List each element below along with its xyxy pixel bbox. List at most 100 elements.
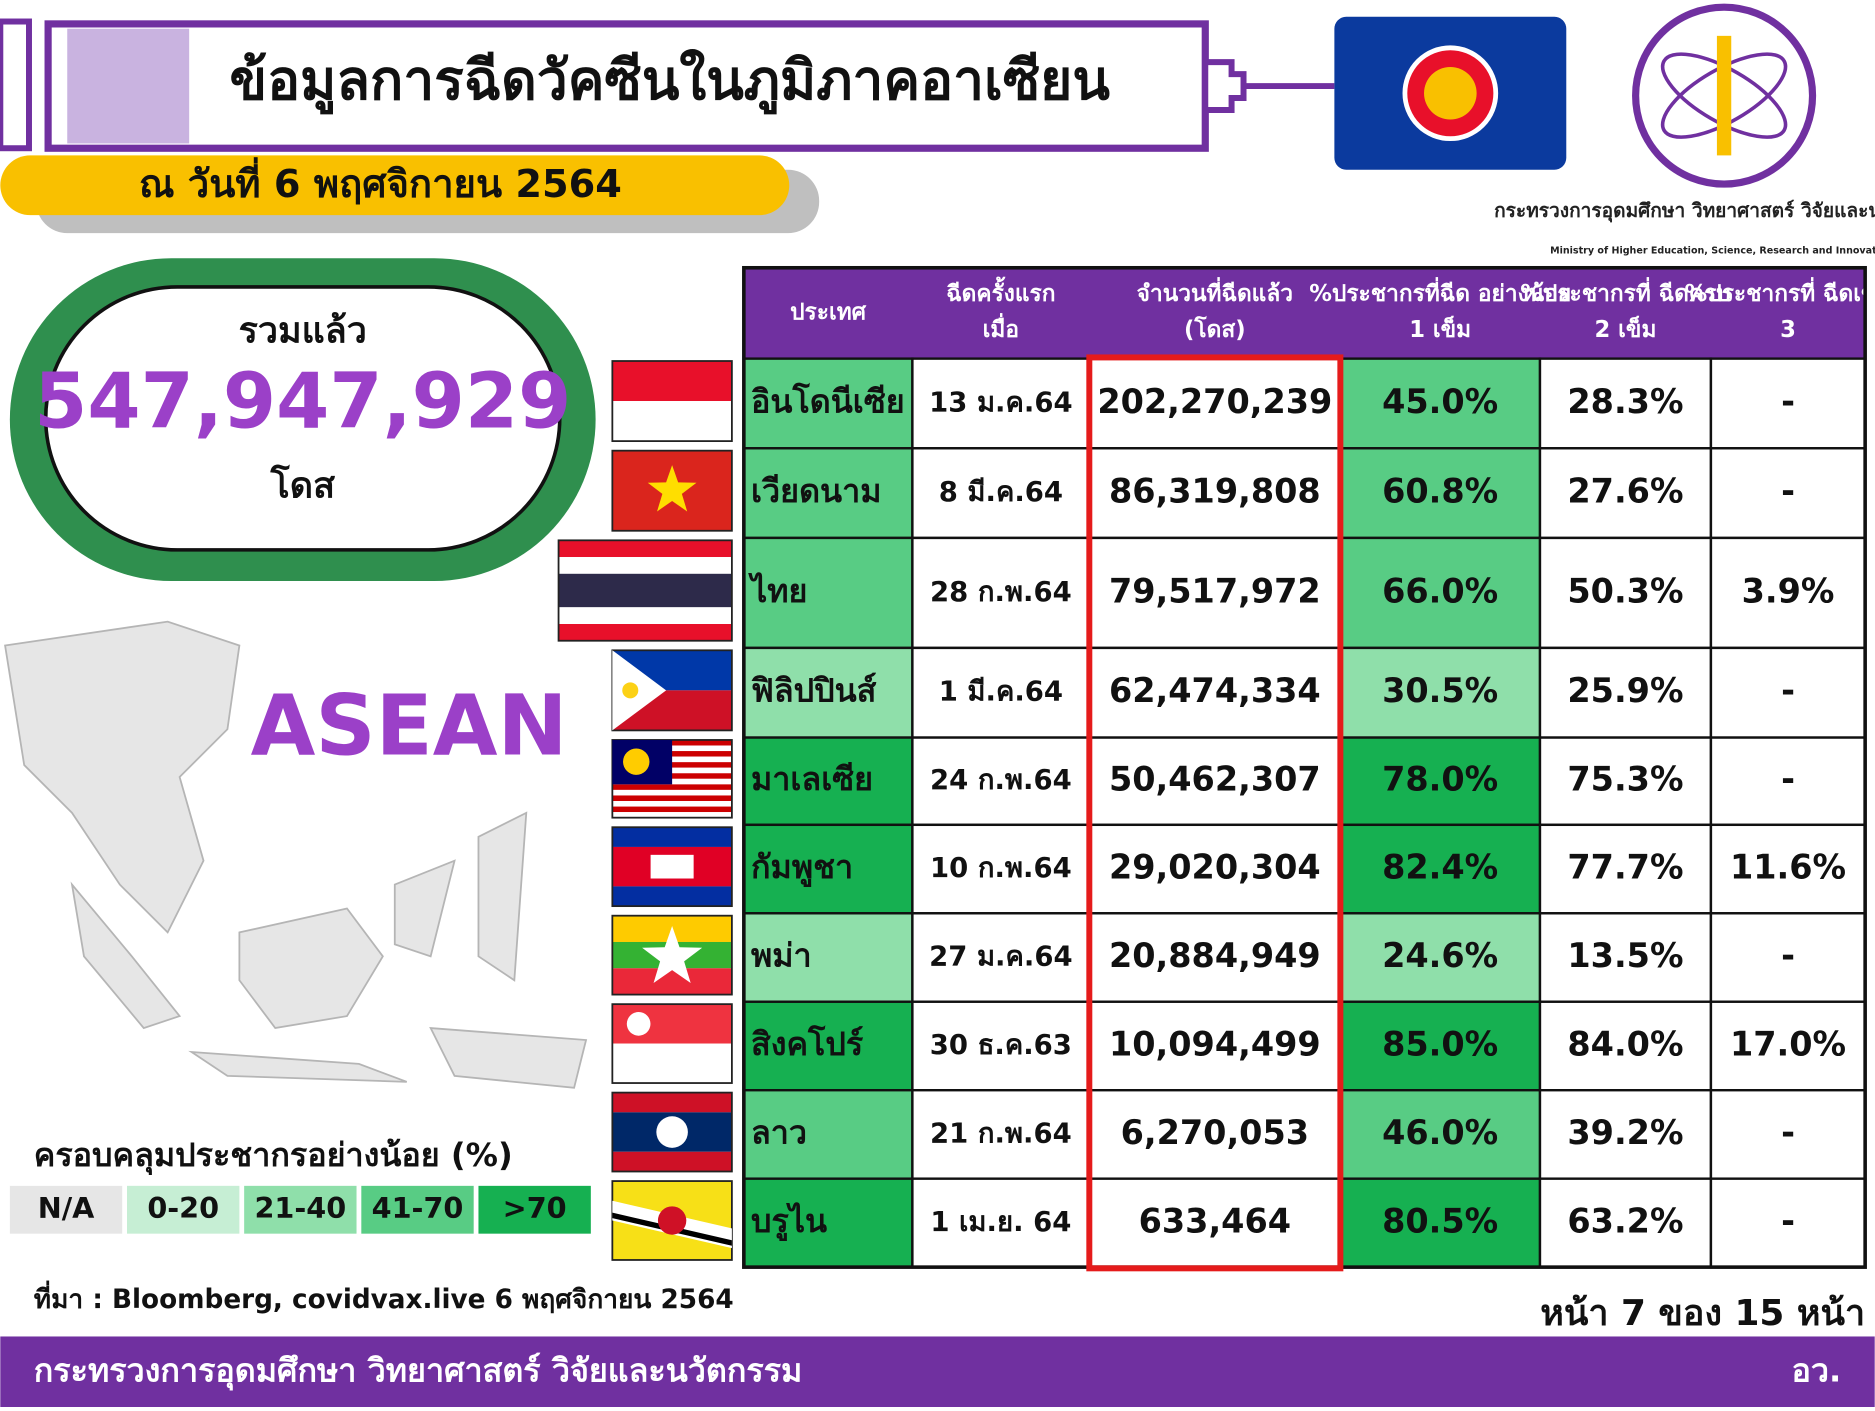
legend: N/A 0-20 21-40 41-70 >70 [9, 1185, 591, 1234]
cell-bg [1339, 447, 1542, 540]
flag-star [647, 465, 697, 512]
cell-bg [1339, 736, 1542, 827]
cell: 63.2% [1567, 1201, 1683, 1240]
cell: 28.3% [1567, 382, 1683, 421]
legend-swatch [244, 1185, 357, 1234]
total-value: 547,947,929 [34, 357, 571, 446]
flag-stripe [612, 968, 732, 995]
flag-star [642, 925, 703, 984]
footer-ministry: กระทรวงการอุดมศึกษา วิทยาศาสตร์ วิจัยและ… [34, 1351, 803, 1391]
flag-temple [650, 854, 694, 879]
map-label: ASEAN [251, 677, 568, 775]
cell: 62,474,334 [1109, 671, 1321, 710]
cell: 29,020,304 [1109, 848, 1321, 887]
cell: 50.3% [1567, 571, 1683, 610]
legend-swatch [478, 1185, 591, 1234]
country: บรูไน [751, 1202, 827, 1242]
cell: - [1781, 671, 1795, 710]
flag-border [611, 1003, 733, 1084]
flag-stripe [612, 827, 732, 847]
legend-label: >70 [503, 1191, 567, 1225]
cell-bg [911, 646, 1091, 739]
legend-swatch [9, 1185, 123, 1234]
asean-emblem-core [1424, 66, 1477, 120]
country: ไทย [748, 572, 807, 610]
cell-bg [1339, 823, 1542, 915]
legend-title: ครอบคลุมประชากรอย่างน้อย (%) [34, 1136, 513, 1176]
highlight [1086, 354, 1344, 1272]
flag-border [611, 826, 733, 908]
cell: 30 ธ.ค.63 [930, 1029, 1072, 1061]
cell: 30.5% [1382, 671, 1498, 710]
flag-border [611, 360, 733, 443]
map [4, 620, 588, 1089]
cell: 39.2% [1567, 1113, 1683, 1152]
cell: - [1781, 472, 1795, 511]
cell-bg [911, 536, 1091, 650]
cell-bg [1709, 1089, 1867, 1180]
syringe-fill [67, 28, 190, 144]
cell: 10,094,499 [1109, 1024, 1321, 1063]
cell-bg [1088, 536, 1342, 650]
flag-triangle [612, 650, 667, 731]
cell-bg [742, 536, 914, 650]
flag-stripe [612, 1043, 732, 1084]
footer-dept: อว. [1791, 1351, 1841, 1389]
legend-label: 0-20 [147, 1191, 219, 1225]
cell-bg [742, 646, 914, 739]
cell: 13.5% [1567, 936, 1683, 975]
cell-bg [1339, 1177, 1542, 1269]
legend-label: 21-40 [254, 1191, 346, 1225]
cell: 50,462,307 [1109, 760, 1321, 799]
flag-stripe [612, 1092, 732, 1113]
cell: 10 ก.พ.64 [930, 852, 1072, 884]
cell: 77.7% [1567, 848, 1683, 887]
cell: 27 ม.ค.64 [929, 941, 1072, 973]
total-unit: โดส [270, 464, 336, 507]
flag-sun [622, 682, 639, 699]
cell: 79,517,972 [1109, 571, 1321, 610]
flag-stripe [612, 401, 732, 442]
flag-stripe [558, 573, 732, 608]
flag-moon [626, 1012, 651, 1036]
cell: 1 มี.ค.64 [939, 676, 1063, 708]
cell: 3.9% [1742, 571, 1835, 610]
logo-orbit [1660, 52, 1788, 139]
ministry-en: Ministry of Higher Education, Science, R… [1550, 246, 1875, 257]
cell-bg [1088, 1089, 1342, 1180]
country: มาเลเซีย [751, 760, 873, 798]
table: ประเทศ ฉีดครั้งแรกเมื่อ จำนวนที่ฉีดแล้ว(โด… [742, 265, 1875, 1272]
flag-stripe [558, 557, 732, 574]
total-box [43, 285, 562, 552]
footer-bar [0, 1336, 1875, 1407]
cell: 75.3% [1567, 760, 1683, 799]
cell-bg [1538, 646, 1713, 739]
flag-stripe [612, 789, 732, 796]
cell: 24 ก.พ.64 [930, 764, 1072, 796]
cell: 11.6% [1730, 848, 1846, 887]
page-number: หน้า 7 ของ 15 หน้า [1540, 1293, 1865, 1334]
cell-bg [742, 823, 914, 915]
cell: 21 ก.พ.64 [930, 1117, 1072, 1149]
flag-border [611, 1091, 733, 1173]
flag-stripe [612, 812, 732, 818]
column-header: จำนวนที่ฉีดแล้ว(โดส) [1137, 277, 1293, 343]
cell-bg [742, 1089, 914, 1180]
cell: 202,270,239 [1097, 382, 1332, 421]
cell-bg [1709, 1177, 1867, 1269]
cell: 66.0% [1382, 571, 1498, 610]
flag-stripe [612, 801, 732, 807]
cell: - [1781, 760, 1795, 799]
cell-bg [1538, 1177, 1713, 1269]
total-label: รวมแล้ว [239, 310, 367, 351]
country: สิงคโปร์ [751, 1025, 864, 1063]
column-header: ฉีดครั้งแรกเมื่อ [946, 276, 1055, 343]
cell: 1 เม.ย. 64 [930, 1206, 1071, 1238]
cell: 17.0% [1730, 1024, 1846, 1063]
cell-bg [1538, 536, 1713, 650]
cell: 46.0% [1382, 1113, 1498, 1152]
cell: 8 มี.ค.64 [939, 476, 1063, 508]
country: ฟิลิปปินส์ [751, 672, 877, 710]
cell-bg [1088, 1000, 1342, 1092]
cell-bg [1709, 912, 1867, 1003]
